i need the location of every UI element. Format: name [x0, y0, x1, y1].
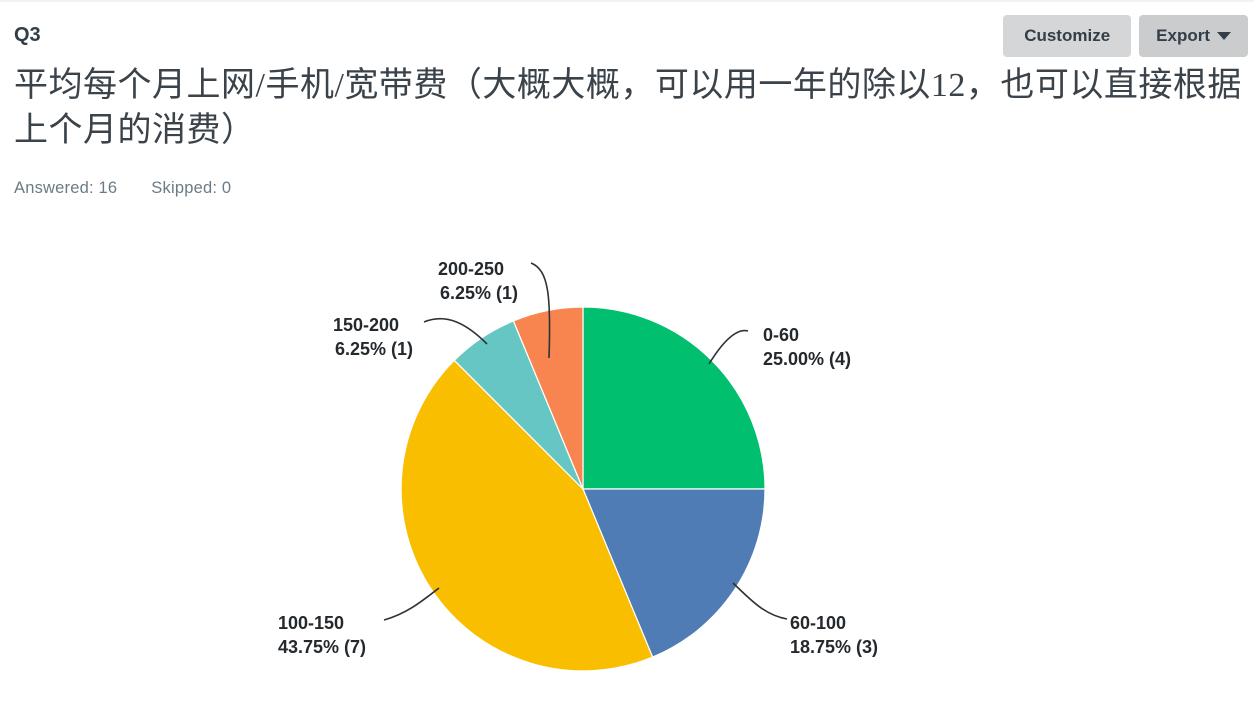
skipped-count: Skipped: 0 [151, 179, 232, 197]
pie-chart-svg: 0-60 25.00% (4) 60-100 18.75% (3) 100-15… [278, 259, 878, 672]
answered-count: Answered: 16 [14, 179, 118, 197]
leader-line-200-250 [530, 262, 551, 359]
svg-text:200-250: 200-250 [438, 259, 504, 279]
svg-text:25.00% (4): 25.00% (4) [763, 349, 851, 369]
question-number: Q3 [14, 24, 41, 46]
slice-label-0-60: 0-60 25.00% (4) [763, 325, 851, 369]
svg-text:43.75% (7): 43.75% (7) [278, 637, 366, 657]
svg-text:18.75% (3): 18.75% (3) [790, 637, 878, 657]
slice-label-60-100: 60-100 18.75% (3) [790, 613, 878, 657]
chevron-down-icon [1217, 32, 1231, 40]
customize-button-label: Customize [1024, 26, 1111, 45]
pie-slice-100-150[interactable] [400, 359, 654, 672]
slice-label-200-250: 200-250 6.25% (1) [438, 259, 518, 303]
svg-text:6.25% (1): 6.25% (1) [335, 339, 413, 359]
export-button-label: Export [1156, 26, 1210, 45]
svg-text:150-200: 150-200 [333, 315, 399, 335]
svg-text:60-100: 60-100 [790, 613, 846, 633]
pie-slice-0-60[interactable] [582, 306, 766, 490]
svg-text:0-60: 0-60 [763, 325, 799, 345]
pie-chart: 0-60 25.00% (4) 60-100 18.75% (3) 100-15… [0, 222, 1254, 701]
leader-line-60-100 [732, 582, 788, 620]
slice-label-100-150: 100-150 43.75% (7) [278, 613, 366, 657]
export-button[interactable]: Export [1139, 15, 1248, 57]
response-meta: Answered: 16 Skipped: 0 [14, 179, 231, 198]
leader-line-0-60 [708, 329, 749, 365]
customize-button[interactable]: Customize [1003, 15, 1132, 57]
svg-text:100-150: 100-150 [278, 613, 344, 633]
pie-slice-200-250[interactable] [512, 306, 584, 490]
question-title: 平均每个月上网/手机/宽带费（大概大概，可以用一年的除以12，也可以直接根据上个… [14, 67, 1242, 149]
header-actions: Customize Export [1003, 15, 1248, 57]
svg-text:6.25% (1): 6.25% (1) [440, 283, 518, 303]
pie-slice-60-100[interactable] [582, 488, 766, 658]
leader-line-100-150 [383, 587, 440, 621]
leader-line-150-200 [423, 317, 488, 345]
slice-label-150-200: 150-200 6.25% (1) [333, 315, 413, 359]
